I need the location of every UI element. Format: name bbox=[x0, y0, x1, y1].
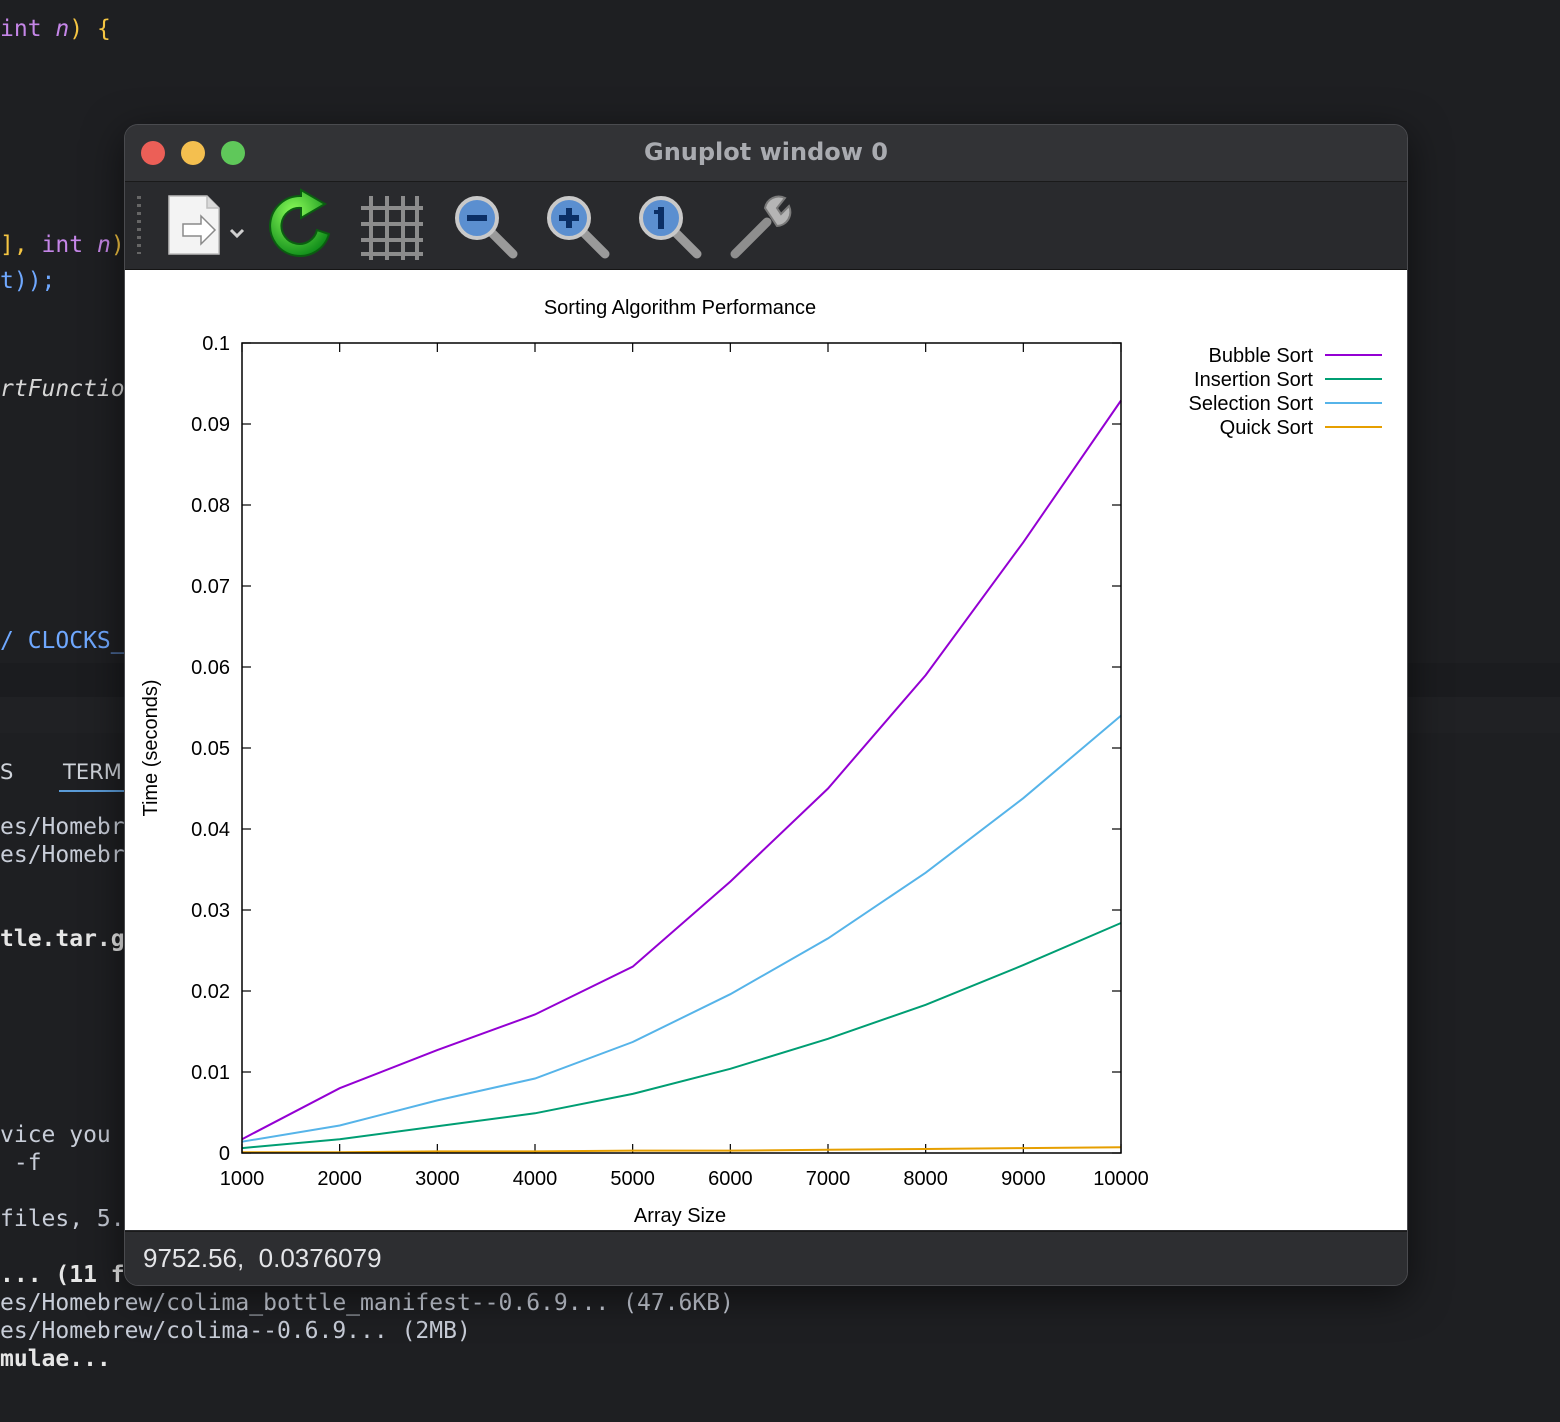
x-tick-label: 9000 bbox=[1001, 1168, 1045, 1190]
toolbar bbox=[125, 182, 1407, 270]
y-tick-label: 0 bbox=[219, 1143, 230, 1165]
code-line: ], int n) bbox=[0, 232, 125, 258]
y-tick-label: 0.04 bbox=[191, 819, 230, 841]
x-tick-label: 8000 bbox=[903, 1168, 948, 1190]
series-line-selection-sort bbox=[241, 714, 1122, 1143]
x-tick-label: 10000 bbox=[1093, 1168, 1149, 1190]
y-tick-label: 0.03 bbox=[191, 900, 230, 922]
x-tick-label: 1000 bbox=[220, 1168, 265, 1190]
terminal-line: vice you bbox=[0, 1122, 111, 1148]
export-icon[interactable] bbox=[161, 188, 245, 264]
code-line: t)); bbox=[0, 268, 56, 294]
legend-label-insertion-sort: Insertion Sort bbox=[1194, 369, 1313, 391]
y-tick-label: 0.1 bbox=[202, 333, 230, 355]
code-line: rtFunctio bbox=[0, 376, 125, 402]
x-tick-label: 5000 bbox=[610, 1168, 655, 1190]
zoom-button[interactable] bbox=[221, 141, 245, 165]
x-axis-label: Array Size bbox=[634, 1205, 726, 1227]
cursor-coordinates: 9752.56, 0.0376079 bbox=[143, 1243, 382, 1273]
y-tick-label: 0.01 bbox=[191, 1062, 230, 1084]
y-tick-label: 0.06 bbox=[191, 657, 230, 679]
series-line-quick-sort bbox=[242, 1146, 1122, 1154]
code-line: int n) { bbox=[0, 16, 111, 42]
series-line-bubble-sort bbox=[241, 399, 1122, 1141]
plot-frame bbox=[241, 342, 1122, 1154]
y-tick-label: 0.02 bbox=[191, 981, 230, 1003]
terminal-line: files, 5. bbox=[0, 1206, 125, 1232]
replot-icon[interactable] bbox=[261, 188, 339, 264]
x-tick-label: 6000 bbox=[708, 1168, 753, 1190]
toolbar-grip[interactable] bbox=[137, 196, 141, 254]
y-axis-label: Time (seconds) bbox=[140, 679, 162, 816]
y-tick-label: 0.05 bbox=[191, 738, 230, 760]
status-bar: 9752.56, 0.0376079 bbox=[125, 1231, 1407, 1285]
settings-wrench-icon[interactable] bbox=[721, 188, 799, 264]
y-tick-label: 0.09 bbox=[191, 414, 230, 436]
y-tick-label: 0.07 bbox=[191, 576, 230, 598]
chart-svg: Sorting Algorithm Performance Array Size… bbox=[140, 297, 1382, 1227]
x-tick-label: 4000 bbox=[513, 1168, 558, 1190]
grid-icon[interactable] bbox=[353, 188, 431, 264]
zoom-in-icon[interactable] bbox=[537, 188, 615, 264]
terminal-line: ... (11 f bbox=[0, 1262, 125, 1288]
title-bar[interactable]: Gnuplot window 0 bbox=[125, 125, 1407, 182]
terminal-line: es/Homebrew/colima--0.6.9... (2MB) bbox=[0, 1318, 471, 1344]
zoom-reset-icon[interactable] bbox=[629, 188, 707, 264]
terminal-line: mulae... bbox=[0, 1346, 111, 1372]
x-tick-label: 7000 bbox=[806, 1168, 851, 1190]
legend-label-selection-sort: Selection Sort bbox=[1188, 393, 1313, 415]
active-tab-indicator bbox=[59, 790, 125, 792]
chart-title: Sorting Algorithm Performance bbox=[544, 297, 816, 319]
terminal-line: tle.tar.g bbox=[0, 926, 125, 952]
x-tick-label: 2000 bbox=[317, 1168, 362, 1190]
terminal-line: es/Homebrew/colima_bottle_manifest--0.6.… bbox=[0, 1290, 734, 1316]
terminal-line: -f bbox=[0, 1150, 42, 1176]
plot-area[interactable]: Sorting Algorithm Performance Array Size… bbox=[125, 270, 1407, 1230]
y-tick-label: 0.08 bbox=[191, 495, 230, 517]
zoom-out-icon[interactable] bbox=[445, 188, 523, 264]
minimize-button[interactable] bbox=[181, 141, 205, 165]
close-button[interactable] bbox=[141, 141, 165, 165]
panel-tab-partial[interactable]: S bbox=[0, 760, 14, 784]
code-line: / CLOCKS_ bbox=[0, 628, 125, 654]
terminal-line: es/Homebr bbox=[0, 842, 125, 868]
legend-label-bubble-sort: Bubble Sort bbox=[1208, 345, 1313, 367]
legend-label-quick-sort: Quick Sort bbox=[1220, 417, 1314, 439]
tab-terminal[interactable]: TERM bbox=[63, 760, 122, 784]
terminal-line: es/Homebr bbox=[0, 814, 125, 840]
x-tick-label: 3000 bbox=[415, 1168, 460, 1190]
series-line-insertion-sort bbox=[241, 922, 1122, 1150]
window-title: Gnuplot window 0 bbox=[644, 138, 888, 166]
gnuplot-window: Gnuplot window 0 bbox=[124, 124, 1408, 1286]
